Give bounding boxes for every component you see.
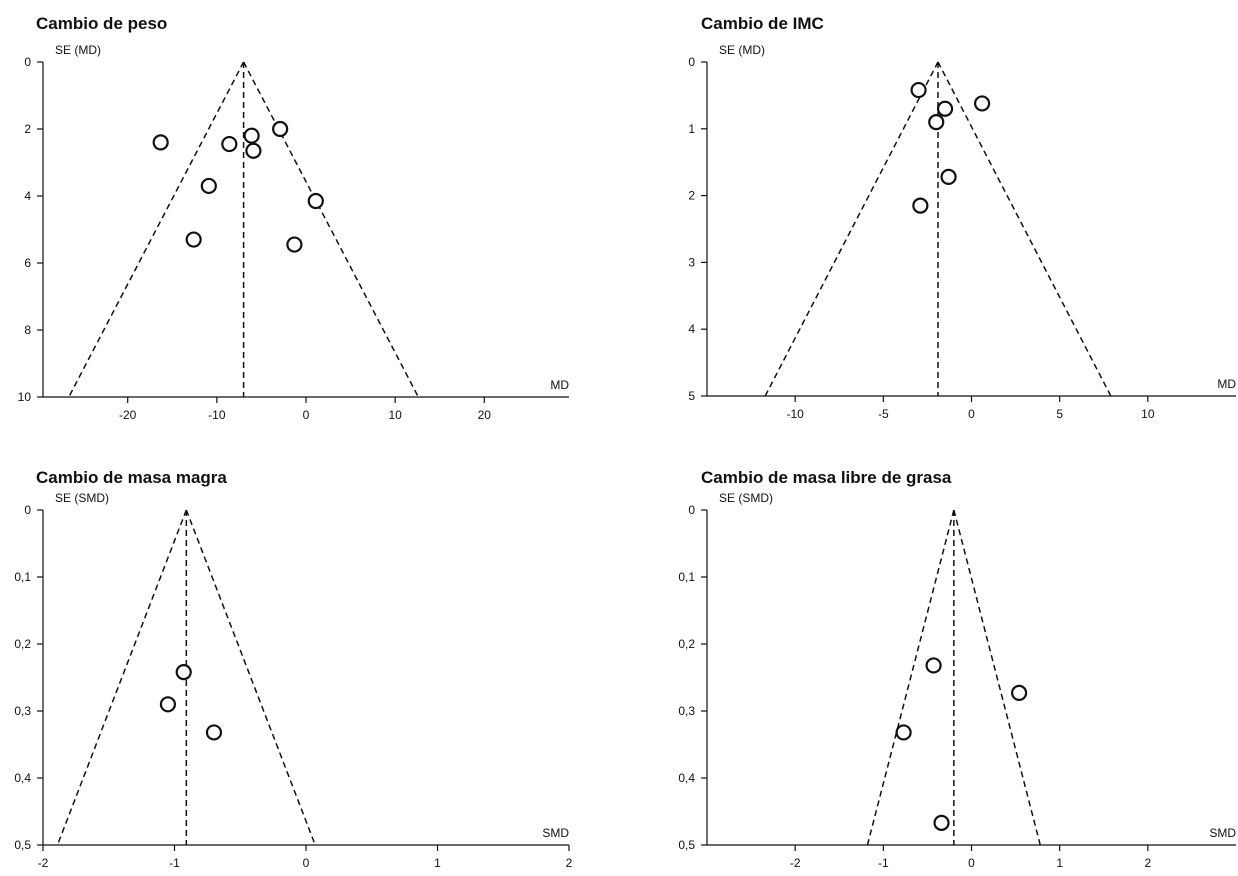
x-tick-label: 10 — [388, 408, 402, 422]
x-tick-label: -20 — [119, 408, 137, 422]
x-tick-label: -5 — [878, 407, 889, 421]
y-tick-label: 0,2 — [678, 637, 695, 651]
x-tick-label: 0 — [968, 407, 975, 421]
chart-title: Cambio de masa magra — [36, 468, 227, 487]
y-tick-label: 0,4 — [14, 771, 31, 785]
y-tick-label: 0,5 — [678, 838, 695, 852]
funnel-panel-bmi: Cambio de IMC 0 1 2 3 4 5 -10 -5 0 5 10 SE (MD) MD — [619, 0, 1238, 438]
x-tick-label: 0 — [303, 856, 310, 870]
study-point — [912, 197, 929, 214]
study-point — [910, 81, 927, 99]
y-axis-label: SE (SMD) — [719, 491, 773, 505]
funnel-plot-lean-mass: 0 0,1 0,2 0,3 0,4 0,5 -2 -1 0 1 2 SE (SMD) SMD — [14, 491, 573, 870]
x-axis-label: MD — [1217, 377, 1236, 391]
y-tick-label: 6 — [24, 256, 31, 270]
x-tick-label: 0 — [968, 856, 975, 870]
y-tick-label: 0 — [688, 503, 695, 517]
funnel-left-limit — [866, 509, 955, 846]
chart-title: Cambio de IMC — [701, 14, 824, 33]
y-tick-label: 0 — [688, 55, 695, 69]
study-point — [200, 177, 217, 195]
x-tick-label: -1 — [169, 856, 180, 870]
funnel-plot-fat-free-mass: 0 0,1 0,2 0,3 0,4 0,5 -2 -1 0 1 2 SE (SMD) SMD — [678, 491, 1236, 870]
funnel-left-limit — [56, 509, 188, 846]
y-axis-label: SE (MD) — [719, 43, 765, 57]
funnel-left-limit — [764, 61, 939, 397]
y-axis-label: SE (SMD) — [55, 491, 109, 505]
y-axis-label: SE (MD) — [55, 43, 101, 57]
x-axis-label: MD — [550, 378, 569, 392]
y-tick-label: 0,1 — [678, 570, 695, 584]
chart-title: Cambio de masa libre de grasa — [701, 468, 952, 487]
y-tick-label: 2 — [24, 122, 31, 136]
x-tick-label: 5 — [1056, 407, 1063, 421]
x-tick-label: 10 — [1141, 407, 1155, 421]
y-tick-label: 8 — [24, 323, 31, 337]
study-point — [936, 100, 954, 117]
funnel-plot-weight: 0 2 4 6 8 10 -20 -10 0 10 20 SE (MD) MD — [18, 43, 570, 422]
study-point — [185, 231, 202, 248]
x-tick-label: 2 — [1144, 856, 1151, 870]
funnel-panel-fat-free-mass: Cambio de masa libre de grasa 0 0,1 0,2 0,3… — [619, 438, 1238, 876]
funnel-panel-weight: Cambio de peso 0 2 4 6 8 10 -20 -10 0 10 20 SE (MD)… — [0, 0, 619, 438]
funnel-left-limit — [68, 61, 245, 398]
study-point — [175, 664, 192, 681]
y-tick-label: 0,5 — [14, 838, 31, 852]
x-tick-label: 1 — [1056, 856, 1063, 870]
study-point — [928, 114, 945, 131]
y-tick-label: 0 — [24, 503, 31, 517]
study-point — [925, 657, 942, 674]
y-tick-label: 0,1 — [14, 570, 31, 584]
study-point — [286, 236, 303, 253]
funnel-right-limit — [937, 61, 1112, 397]
x-tick-label: -2 — [38, 856, 49, 870]
y-tick-label: 0,3 — [14, 704, 31, 718]
y-tick-label: 0 — [24, 55, 31, 69]
study-point — [933, 814, 950, 831]
chart-title: Cambio de peso — [36, 14, 168, 33]
study-point — [307, 192, 324, 210]
study-point — [272, 120, 289, 138]
x-tick-label: -1 — [878, 856, 889, 870]
y-tick-label: 4 — [24, 189, 31, 203]
study-point — [895, 724, 912, 741]
study-point — [940, 168, 957, 185]
study-point — [221, 135, 238, 153]
funnel-right-limit — [953, 509, 1041, 846]
x-tick-label: -10 — [786, 407, 804, 421]
study-point — [243, 127, 260, 144]
y-tick-label: 1 — [688, 122, 695, 136]
x-tick-label: 2 — [566, 856, 573, 870]
x-tick-label: 20 — [478, 408, 492, 422]
x-axis-label: SMD — [1209, 826, 1236, 840]
funnel-right-limit — [242, 61, 419, 398]
x-tick-label: 0 — [303, 408, 310, 422]
x-tick-label: 1 — [434, 856, 441, 870]
funnel-right-limit — [185, 509, 316, 846]
y-tick-label: 0,2 — [14, 637, 31, 651]
y-tick-label: 0,3 — [678, 704, 695, 718]
y-tick-label: 4 — [688, 322, 695, 336]
study-point — [152, 134, 169, 151]
x-tick-label: -10 — [208, 408, 226, 422]
study-point — [159, 696, 177, 713]
x-tick-label: -2 — [790, 856, 801, 870]
y-tick-label: 10 — [18, 390, 32, 404]
funnel-plot-bmi: 0 1 2 3 4 5 -10 -5 0 5 10 SE (MD) MD — [688, 43, 1236, 421]
study-point — [205, 724, 223, 741]
study-point — [1011, 684, 1028, 702]
y-tick-label: 0,4 — [678, 771, 695, 785]
x-axis-label: SMD — [542, 826, 569, 840]
y-tick-label: 3 — [688, 255, 695, 269]
y-tick-label: 2 — [688, 189, 695, 203]
y-tick-label: 5 — [688, 389, 695, 403]
study-point — [973, 95, 991, 112]
study-point — [245, 142, 262, 159]
funnel-panel-lean-mass: Cambio de masa magra 0 0,1 0,2 0,3 0,4 0,5 -2 -… — [0, 438, 619, 876]
